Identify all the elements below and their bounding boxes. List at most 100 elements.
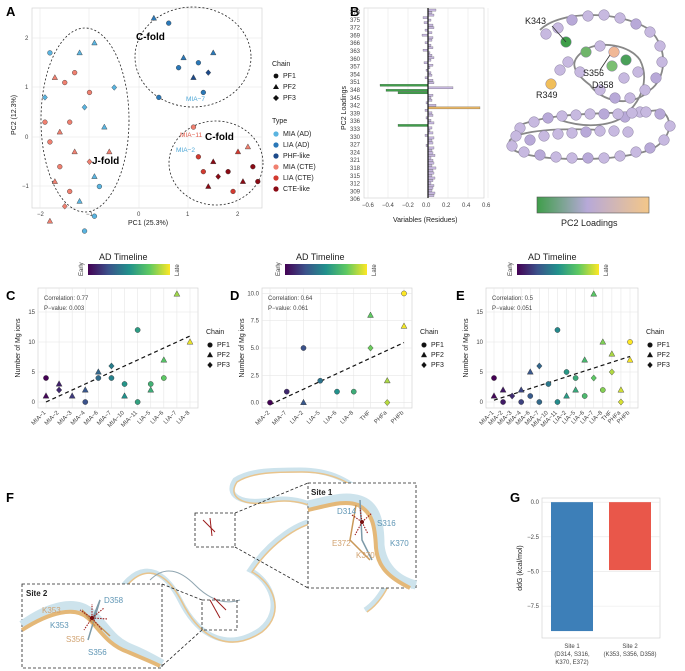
b-ytick-17: 327 (350, 143, 361, 149)
b-ytick-5: 363 (350, 49, 361, 55)
b-xtick-2: −0.2 (402, 203, 415, 209)
a-legend-type-label-3: MIA (CTE) (283, 164, 316, 171)
a-point-47 (230, 188, 236, 195)
a-point-29 (166, 20, 172, 26)
residue-bead-36 (612, 108, 624, 120)
residue-bead-2 (566, 14, 578, 26)
residue-bead-35 (598, 108, 610, 120)
a-legend-type-marker-1 (273, 142, 279, 148)
a-point-36 (156, 94, 162, 101)
e-point-4 (509, 392, 516, 400)
d-xtick-8: PHFb (390, 410, 406, 426)
b-bar-73 (427, 191, 436, 195)
c-point-8 (95, 375, 102, 381)
annotation-mia-11: MIA−11 (180, 132, 202, 139)
a-legend-type-marker-4 (273, 175, 279, 181)
a-legend-type-title: Type (272, 118, 287, 125)
a-point-15 (76, 197, 83, 204)
residue-bead-57 (580, 126, 592, 138)
g-xtick-detail2-0: K370, E372) (555, 660, 588, 666)
g-ytick-1: −2.5 (527, 535, 540, 541)
e-point-22 (599, 338, 607, 345)
e-plot-area (485, 287, 639, 409)
a-point-12 (86, 158, 93, 165)
a-point-3 (42, 94, 48, 101)
e-timeline-late: Late (604, 264, 610, 276)
c-point-18 (161, 375, 167, 381)
d-point-12 (400, 322, 408, 329)
c-ytick-1: 5 (32, 370, 36, 376)
b-bar-63 (427, 166, 437, 170)
e-point-14 (563, 369, 570, 375)
e-point-1 (490, 392, 498, 399)
site1-zoom-box (194, 512, 236, 548)
a-legend-pf1: PF1 (283, 73, 296, 80)
e-point-23 (600, 387, 606, 393)
b-bar-42 (427, 114, 434, 117)
site2-mg-ion (89, 615, 95, 621)
b-ytick-12: 342 (350, 104, 361, 110)
c-fold-ad-cluster-outline (134, 6, 252, 108)
residue-bead-8 (654, 40, 666, 52)
e-pvalue: P−value: 0.051 (492, 306, 533, 312)
e-point-29 (626, 356, 634, 363)
b-bar-65 (427, 171, 435, 175)
residue-bead-23 (562, 56, 574, 68)
d-timeline-gradient (285, 264, 367, 275)
a-xtick-1: −2 (37, 212, 45, 218)
residue-bead-20 (606, 60, 618, 72)
e-point-20 (590, 290, 598, 297)
b-bar-6 (427, 23, 434, 27)
b-ytick-21: 315 (350, 174, 361, 180)
b-bar-67 (427, 176, 436, 180)
e-point-3 (500, 399, 506, 405)
b-ytick-16: 330 (350, 135, 361, 141)
label-r349: R349 (536, 90, 558, 100)
a-legend-type-label-4: LIA (CTE) (283, 175, 314, 182)
residue-bead-1 (552, 22, 564, 34)
a-legend-type-label-2: PHF-like (283, 153, 310, 160)
d-ylabel: Number of Mg ions (239, 318, 246, 378)
b-xtick-5: 0.4 (462, 203, 471, 209)
e-legend-label-1: PF2 (657, 352, 670, 359)
residue-bead-19 (620, 54, 632, 66)
residue-bead-12 (624, 92, 636, 104)
d-ytick-4: 10.0 (247, 291, 259, 297)
b-ytick-2: 372 (350, 26, 361, 32)
residue-bead-13 (609, 92, 621, 104)
b-ytick-22: 312 (350, 182, 361, 188)
b-bar-38 (427, 104, 437, 107)
residue-bead-44 (614, 150, 626, 162)
b-bar-11 (427, 36, 434, 39)
panel-b-plot-area (363, 7, 485, 199)
e-point-11 (545, 381, 552, 387)
b-ytick-1: 375 (350, 18, 361, 24)
c-ytick-2: 10 (28, 340, 35, 346)
d-legend-label-2: PF3 (431, 362, 444, 369)
residue-bead-58 (594, 125, 606, 137)
panel-d-mg-scatter: MIA−2 MIA−7 LIA−2 LIA−5 LIA−6 LIA−8 THF PHFa PHF… (239, 287, 444, 427)
d-point-5 (334, 388, 340, 395)
c-point-9 (108, 362, 115, 370)
d-point-0 (267, 399, 273, 406)
b-ytick-11: 345 (350, 96, 361, 102)
d-point-8 (367, 344, 374, 352)
site2-connector-a (161, 583, 203, 601)
d-timeline-late: Late (372, 264, 378, 276)
annotation-mia-2: MIA−2 (176, 147, 195, 154)
residue-bead-10 (650, 72, 662, 84)
panel-label-a: A (6, 4, 16, 19)
a-legend-pf1-marker (273, 73, 279, 79)
a-legend-type-marker-5 (273, 186, 279, 192)
e-point-13 (554, 399, 561, 405)
a-point-39 (210, 158, 217, 164)
g-xtick-detail1-1: (K353, S356, D358) (603, 652, 656, 658)
a-point-0 (47, 50, 53, 56)
a-point-38 (195, 154, 202, 160)
b-bar-46 (397, 124, 429, 127)
b-ytick-4: 366 (350, 41, 361, 47)
a-point-31 (195, 60, 202, 66)
e-ytick-1: 5 (480, 370, 484, 376)
